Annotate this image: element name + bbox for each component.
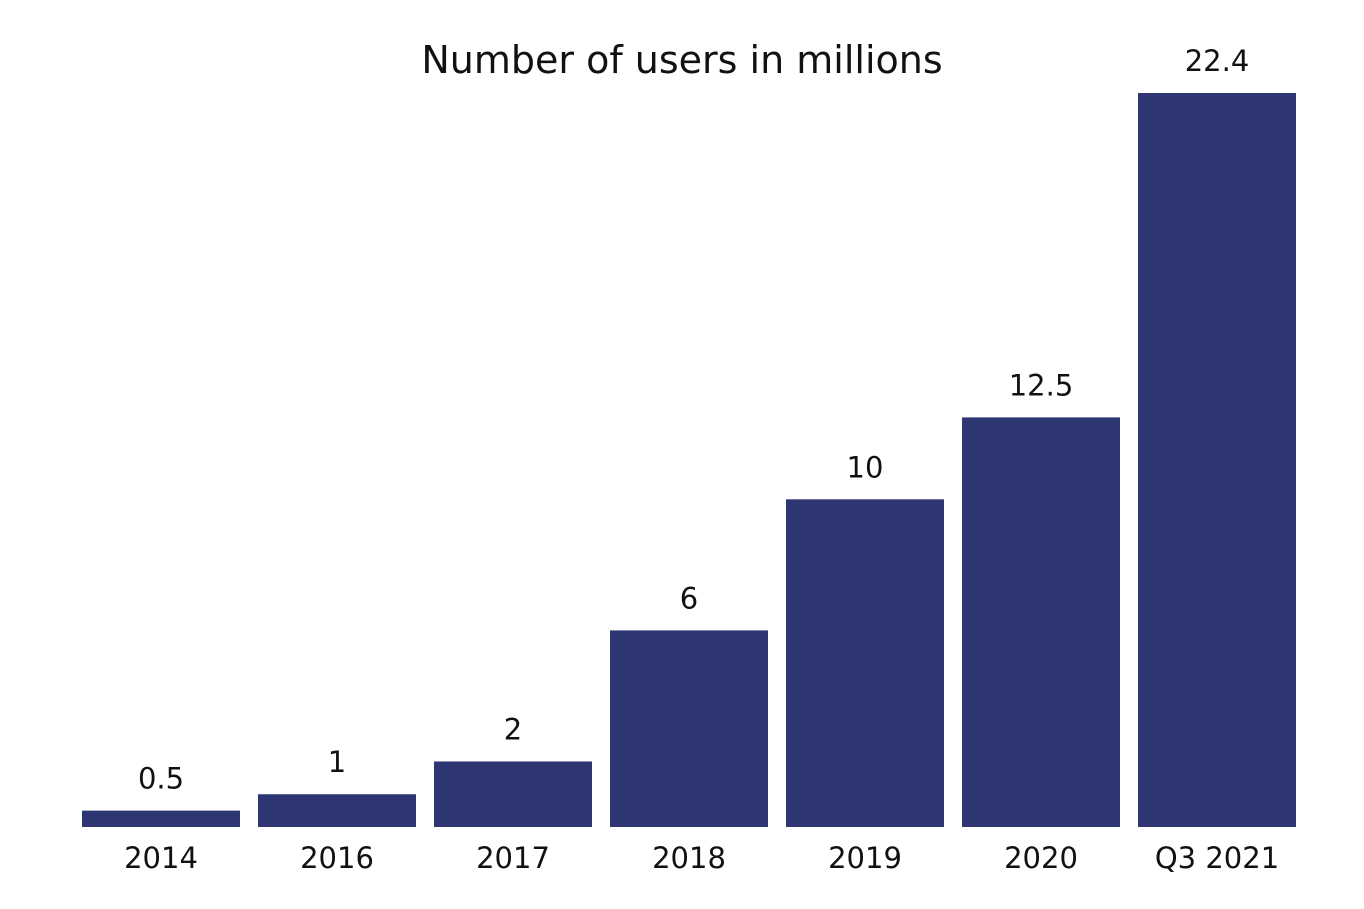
x-tick-label-2018: 2018 (652, 841, 726, 875)
chart-title: Number of users in millions (421, 38, 942, 82)
bar-2018 (610, 630, 768, 827)
x-tick-label-2019: 2019 (828, 841, 902, 875)
bar-2019 (786, 499, 944, 827)
value-label-2019: 10 (847, 450, 884, 484)
bar-2020 (962, 417, 1120, 827)
value-label-2020: 12.5 (1009, 368, 1074, 402)
x-tick-label-2014: 2014 (124, 841, 198, 875)
x-tick-label-q3-2021: Q3 2021 (1155, 841, 1279, 875)
x-tick-label-2017: 2017 (476, 841, 550, 875)
value-label-q3-2021: 22.4 (1185, 44, 1250, 78)
value-label-2017: 2 (504, 712, 522, 746)
value-label-2018: 6 (680, 581, 698, 615)
bar-q3-2021 (1138, 93, 1296, 827)
bar-2016 (258, 794, 416, 827)
bar-2017 (434, 761, 592, 827)
bar-2014 (82, 810, 240, 827)
value-labels-group: 0.5 1 2 6 10 12.5 22.4 (138, 44, 1249, 796)
bars-group (82, 93, 1296, 827)
value-label-2016: 1 (328, 745, 346, 779)
x-tick-label-2020: 2020 (1004, 841, 1078, 875)
x-tick-label-2016: 2016 (300, 841, 374, 875)
x-axis-tick-labels: 2014 2016 2017 2018 2019 2020 Q3 2021 (124, 841, 1279, 875)
value-label-2014: 0.5 (138, 762, 184, 796)
